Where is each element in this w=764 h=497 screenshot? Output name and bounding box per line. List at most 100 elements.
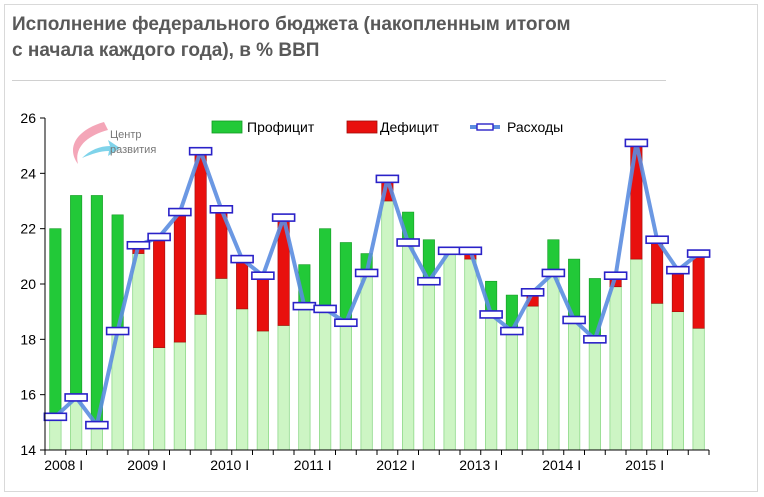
bars bbox=[49, 142, 705, 451]
expenses-marker bbox=[271, 213, 296, 222]
y-tick-label: 20 bbox=[20, 276, 36, 292]
logo-text: Центр развития bbox=[110, 128, 156, 158]
expenses-marker bbox=[147, 232, 171, 242]
base-bar bbox=[505, 330, 518, 451]
y-tick-label: 24 bbox=[20, 165, 36, 181]
expenses-marker bbox=[85, 420, 109, 430]
y-tick-label: 16 bbox=[20, 387, 36, 403]
expenses-marker bbox=[603, 271, 628, 281]
expenses-marker bbox=[479, 310, 503, 319]
legend: Профицит Дефицит Расходы bbox=[211, 119, 563, 135]
base-bar bbox=[153, 347, 166, 451]
legend-expenses-label: Расходы bbox=[507, 119, 563, 135]
deficit-bar bbox=[692, 253, 705, 329]
expenses-marker bbox=[126, 240, 151, 250]
expenses-marker bbox=[437, 246, 462, 256]
expenses-marker bbox=[520, 287, 545, 297]
logo-line-2: развития bbox=[110, 144, 157, 156]
surplus-bar bbox=[547, 239, 560, 274]
base-bar bbox=[671, 311, 684, 451]
deficit-bar bbox=[256, 275, 269, 332]
deficit-bar bbox=[173, 211, 186, 343]
base-bar bbox=[402, 242, 415, 451]
expenses-marker bbox=[209, 205, 234, 214]
logo-line-1: Центр bbox=[110, 129, 142, 141]
surplus-bar bbox=[90, 195, 103, 426]
base-bar bbox=[485, 314, 498, 451]
y-tick-label: 18 bbox=[20, 331, 36, 347]
expenses-marker bbox=[43, 412, 68, 422]
x-tick-label: 2011 I bbox=[294, 457, 332, 473]
expenses-marker bbox=[541, 268, 566, 278]
expenses-marker bbox=[313, 304, 337, 314]
title-line-1: Исполнение федерального бюджета (накопле… bbox=[12, 14, 571, 35]
deficit-bar bbox=[651, 239, 664, 304]
deficit-bar bbox=[236, 258, 249, 310]
y-tick-label: 26 bbox=[20, 110, 36, 126]
x-tick-label: 2012 I bbox=[376, 457, 415, 473]
expenses-marker bbox=[562, 315, 586, 325]
base-bar bbox=[298, 305, 311, 451]
deficit-bar bbox=[194, 150, 207, 315]
expenses-marker bbox=[624, 138, 649, 148]
base-bar bbox=[49, 416, 62, 451]
x-tick-label: 2013 I bbox=[459, 457, 498, 473]
base-bar bbox=[360, 272, 373, 451]
base-bar bbox=[381, 200, 394, 451]
expenses-marker bbox=[334, 318, 358, 328]
expenses-marker bbox=[230, 254, 254, 264]
expenses-marker bbox=[188, 146, 213, 156]
base-bar bbox=[547, 272, 560, 451]
base-bar bbox=[132, 253, 145, 451]
expenses-marker bbox=[105, 326, 130, 336]
expenses-marker bbox=[251, 271, 275, 281]
base-bar bbox=[443, 250, 456, 451]
x-tick-label: 2008 I bbox=[44, 457, 83, 473]
expenses-marker bbox=[354, 268, 379, 278]
expenses-marker bbox=[396, 238, 420, 247]
expenses-marker bbox=[375, 174, 400, 184]
base-bar bbox=[215, 278, 228, 451]
expenses-marker bbox=[168, 207, 192, 217]
legend-surplus-label: Профицит bbox=[247, 119, 315, 135]
deficit-bar bbox=[671, 269, 684, 312]
logo-swoosh-icon bbox=[73, 122, 120, 164]
base-bar bbox=[526, 305, 539, 451]
base-bar bbox=[630, 258, 643, 451]
x-tick-label: 2014 I bbox=[542, 457, 581, 473]
chart-title: Исполнение федерального бюджета (накопле… bbox=[12, 12, 652, 64]
base-bar bbox=[609, 286, 622, 451]
base-bar bbox=[464, 258, 477, 451]
legend-expenses-marker bbox=[476, 123, 494, 131]
y-tick-label: 14 bbox=[20, 442, 36, 458]
base-bar bbox=[422, 280, 435, 451]
base-bar bbox=[256, 330, 269, 451]
expenses-marker bbox=[645, 235, 669, 245]
expenses-marker bbox=[292, 301, 317, 311]
base-bar bbox=[568, 319, 581, 451]
base-bar bbox=[236, 308, 249, 451]
expenses-line bbox=[43, 138, 711, 430]
base-bar bbox=[194, 314, 207, 451]
title-divider bbox=[12, 80, 666, 81]
surplus-bar bbox=[319, 228, 332, 310]
expenses-marker bbox=[417, 276, 441, 286]
base-bar bbox=[588, 338, 601, 451]
base-bar bbox=[173, 341, 186, 451]
expenses-marker bbox=[64, 393, 88, 402]
y-tick-label: 22 bbox=[20, 221, 36, 237]
x-tick-label: 2015 I bbox=[625, 457, 664, 473]
base-bar bbox=[277, 325, 290, 451]
base-bar bbox=[692, 327, 705, 451]
base-bar bbox=[651, 302, 664, 451]
surplus-bar bbox=[49, 228, 62, 418]
title-line-2: с начала каждого года), в % ВВП bbox=[12, 40, 320, 61]
deficit-bar bbox=[153, 236, 166, 348]
legend-deficit-label: Дефицит bbox=[380, 119, 439, 135]
expenses-marker bbox=[686, 249, 711, 258]
base-bar bbox=[339, 322, 352, 451]
expenses-polyline bbox=[54, 140, 700, 428]
legend-surplus-swatch bbox=[211, 120, 243, 134]
surplus-bar bbox=[70, 195, 83, 398]
